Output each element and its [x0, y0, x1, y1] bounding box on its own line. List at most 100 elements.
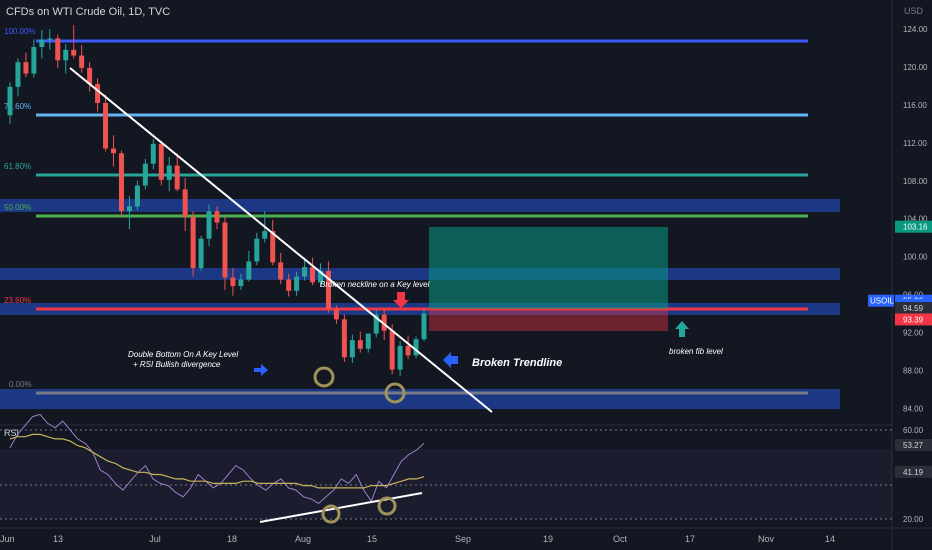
key-level-zone-104[interactable] — [0, 199, 840, 212]
candle-body — [103, 102, 109, 149]
fib-label: 100.00% — [4, 27, 36, 36]
candle-body — [286, 279, 292, 291]
candle-body — [222, 222, 228, 278]
candle-body — [318, 270, 323, 283]
price-badge — [895, 313, 932, 326]
candle-body — [63, 49, 69, 61]
candle-body — [158, 143, 164, 180]
candle-body — [413, 339, 419, 356]
candle-body — [7, 86, 13, 116]
price-badge-label: 93.39 — [903, 315, 924, 324]
fib-arrow-up-icon — [675, 321, 689, 337]
candle-body — [166, 165, 172, 180]
time-tick-label: 13 — [53, 534, 63, 544]
candle-body — [365, 333, 371, 349]
candle-body — [150, 143, 156, 164]
price-badge-label: 103.16 — [903, 223, 928, 232]
time-tick-label: 14 — [825, 534, 835, 544]
candle-body — [55, 38, 61, 61]
price-tick-label: 112.00 — [903, 139, 927, 148]
time-tick-label: Jun — [0, 534, 15, 544]
candle-body — [95, 84, 101, 103]
time-tick-label: 19 — [543, 534, 553, 544]
fib-annotation: broken fib level — [669, 347, 723, 356]
rsi-divergence-line[interactable] — [259, 492, 423, 523]
long-position-target[interactable] — [429, 227, 668, 309]
candle-body — [302, 267, 308, 277]
candle-body — [270, 231, 276, 263]
candle-body — [174, 165, 180, 190]
neckline-arrow-down-icon — [393, 292, 409, 308]
candle-body — [325, 270, 331, 309]
rsi-tick-label: 60.00 — [903, 426, 924, 435]
candle-body — [238, 279, 244, 287]
candle-body — [357, 340, 363, 349]
rsi-circle-2[interactable] — [377, 496, 397, 516]
candle-body — [246, 261, 252, 280]
candle-body — [71, 49, 77, 56]
rsi-ma-line — [9, 433, 425, 489]
time-tick-label: 17 — [685, 534, 695, 544]
rsi-badge — [895, 465, 932, 478]
candle-body — [111, 148, 116, 154]
candle-body — [278, 262, 284, 280]
long-position-stop[interactable] — [429, 309, 668, 331]
candle-body — [190, 216, 196, 269]
price-tick-label: 88.00 — [903, 367, 924, 376]
candle-body — [23, 62, 29, 74]
fib-label: 78.60% — [4, 102, 31, 111]
candle-body — [198, 238, 204, 269]
price-tick-label: 92.00 — [903, 329, 924, 338]
chart-title: CFDs on WTI Crude Oil, 1D, TVC — [6, 6, 171, 18]
rsi-pane-label: RSI — [4, 428, 19, 438]
price-tick-label: 124.00 — [903, 25, 928, 34]
candle-body — [349, 340, 355, 358]
time-tick-label: 15 — [367, 534, 377, 544]
candle-body — [47, 38, 53, 40]
double-bottom-annotation: Double Bottom On A Key Level — [128, 350, 238, 359]
fib-label: 0.00% — [9, 380, 32, 389]
bottom-circle-1[interactable] — [313, 366, 335, 388]
candle-body — [373, 314, 379, 334]
time-tick-label: Nov — [758, 534, 775, 544]
rsi-badge-label: 53.27 — [903, 441, 924, 450]
time-tick-label: Aug — [295, 534, 311, 544]
rsi-band — [0, 449, 892, 519]
double-bottom-arrow-right-icon — [254, 364, 268, 376]
candle-body — [126, 206, 132, 212]
rsi-tick-label: 20.00 — [903, 515, 924, 524]
time-tick-label: Jul — [149, 534, 161, 544]
fib-label: 23.60% — [4, 296, 31, 305]
candle-body — [254, 238, 260, 262]
candlestick-series — [7, 25, 427, 377]
key-level-zone-99[interactable] — [0, 268, 840, 280]
rsi-badge-label: 41.19 — [903, 468, 924, 477]
price-tick-label: 104.00 — [903, 215, 928, 224]
candle-body — [333, 308, 339, 320]
candle-body — [87, 67, 93, 85]
candle-body — [262, 231, 268, 239]
rsi-circle-1[interactable] — [321, 504, 341, 524]
candle-body — [118, 153, 124, 212]
descending-trendline[interactable] — [69, 67, 493, 413]
trendline-arrow-left-icon — [443, 352, 458, 368]
currency-label: USD — [904, 6, 924, 16]
price-badge — [895, 220, 932, 233]
candle-body — [206, 211, 212, 239]
candle-body — [31, 47, 37, 74]
candle-body — [230, 277, 236, 287]
bottom-circle-2[interactable] — [384, 382, 406, 404]
candle-body — [182, 189, 188, 217]
time-axis[interactable]: Jun 13 Jul 18 Aug 15 Sep 19 Oct 17 Nov 14 — [0, 534, 835, 544]
candle-body — [142, 163, 148, 186]
price-axis[interactable]: 84.0088.0092.0096.00100.00104.00108.0011… — [903, 25, 928, 414]
candle-body — [79, 55, 85, 68]
price-tick-label: 84.00 — [903, 405, 924, 414]
rsi-badge — [895, 438, 932, 451]
rsi-divergence-annotation: + RSI Bullish divergence — [133, 360, 221, 369]
trendline-annotation: Broken Trendline — [472, 357, 562, 369]
price-tick-label: 100.00 — [903, 253, 928, 262]
